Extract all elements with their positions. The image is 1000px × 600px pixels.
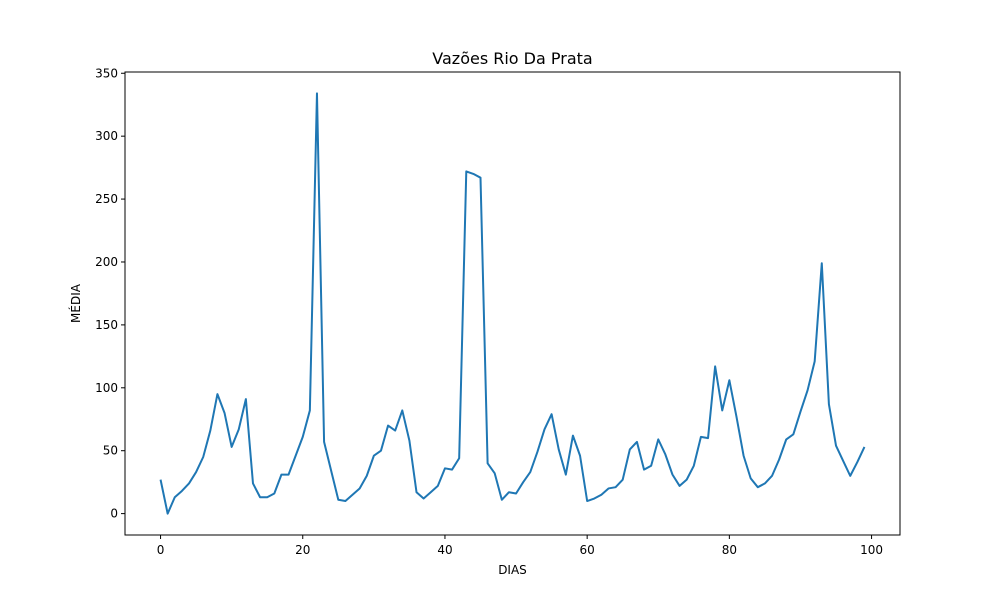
y-tick-label: 250 bbox=[95, 192, 118, 206]
plot-frame bbox=[124, 71, 901, 536]
x-tick-label: 0 bbox=[157, 543, 165, 557]
series-line bbox=[159, 92, 866, 515]
y-tick-label: 350 bbox=[95, 66, 118, 80]
y-axis-label: MÉDIA bbox=[68, 283, 83, 323]
y-tick-label: 100 bbox=[95, 381, 118, 395]
chart-title: Vazões Rio Da Prata bbox=[432, 49, 592, 68]
axis-ticks: 0 20 40 60 80 100 0 50 100 150 200 250 300 350 bbox=[95, 66, 883, 557]
x-tick-label: 80 bbox=[722, 543, 737, 557]
x-axis-label: DIAS bbox=[498, 563, 527, 577]
y-tick-label: 200 bbox=[95, 255, 118, 269]
y-tick-label: 150 bbox=[95, 318, 118, 332]
y-tick-label: 0 bbox=[110, 507, 118, 521]
x-tick-label: 100 bbox=[860, 543, 883, 557]
x-tick-label: 60 bbox=[580, 543, 595, 557]
x-tick-label: 40 bbox=[437, 543, 452, 557]
plot-area bbox=[159, 92, 866, 515]
x-tick-label: 20 bbox=[295, 543, 310, 557]
y-tick-label: 300 bbox=[95, 129, 118, 143]
y-tick-label: 50 bbox=[103, 444, 118, 458]
